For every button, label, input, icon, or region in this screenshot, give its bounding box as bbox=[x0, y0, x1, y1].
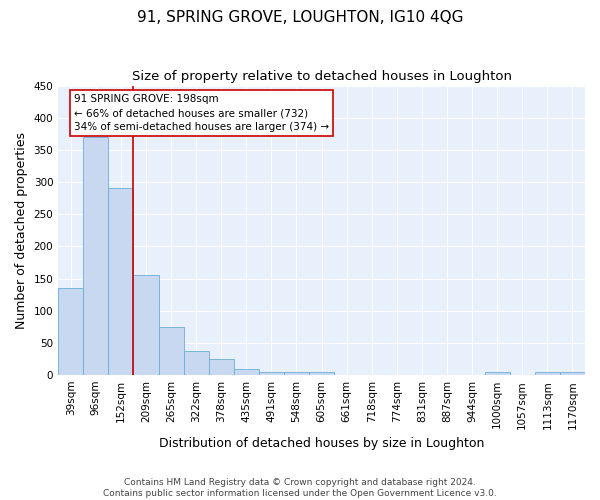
Text: 91, SPRING GROVE, LOUGHTON, IG10 4QG: 91, SPRING GROVE, LOUGHTON, IG10 4QG bbox=[137, 10, 463, 25]
Bar bbox=[158, 327, 184, 375]
Bar bbox=[535, 372, 560, 375]
X-axis label: Distribution of detached houses by size in Loughton: Distribution of detached houses by size … bbox=[159, 437, 484, 450]
Text: 91 SPRING GROVE: 198sqm
← 66% of detached houses are smaller (732)
34% of semi-d: 91 SPRING GROVE: 198sqm ← 66% of detache… bbox=[74, 94, 329, 132]
Bar bbox=[259, 372, 284, 375]
Bar bbox=[284, 372, 309, 375]
Bar bbox=[109, 188, 133, 375]
Y-axis label: Number of detached properties: Number of detached properties bbox=[15, 132, 28, 329]
Bar bbox=[184, 350, 209, 375]
Bar bbox=[485, 372, 510, 375]
Text: Contains HM Land Registry data © Crown copyright and database right 2024.
Contai: Contains HM Land Registry data © Crown c… bbox=[103, 478, 497, 498]
Bar bbox=[209, 359, 234, 375]
Bar bbox=[309, 372, 334, 375]
Bar bbox=[58, 288, 83, 375]
Bar bbox=[234, 368, 259, 375]
Bar bbox=[133, 276, 158, 375]
Title: Size of property relative to detached houses in Loughton: Size of property relative to detached ho… bbox=[131, 70, 512, 83]
Bar bbox=[83, 137, 109, 375]
Bar bbox=[560, 372, 585, 375]
